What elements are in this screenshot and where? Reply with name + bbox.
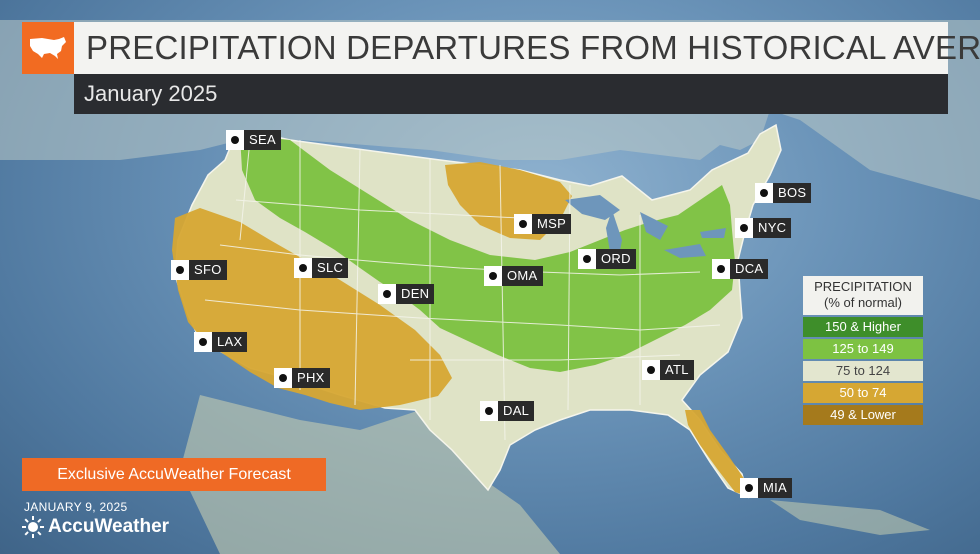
cuba-landmass	[770, 500, 930, 535]
city-label: SLC	[312, 258, 349, 278]
legend-item: 125 to 149	[803, 339, 923, 359]
location-dot-icon	[583, 255, 591, 263]
title-icon-box	[22, 22, 74, 74]
city-marker-mia: MIA	[740, 478, 793, 498]
city-marker-msp: MSP	[514, 214, 572, 234]
location-dot-icon	[299, 264, 307, 272]
legend-item: 75 to 124	[803, 361, 923, 381]
southwest-dry-region	[172, 208, 452, 410]
city-label: ORD	[596, 249, 636, 269]
city-label: ATL	[660, 360, 694, 380]
wet-band-region	[240, 135, 735, 372]
sun-icon	[22, 516, 44, 538]
location-dot-icon	[485, 407, 493, 415]
city-marker-oma: OMA	[484, 266, 543, 286]
city-marker-sfo: SFO	[171, 260, 227, 280]
legend-title-line1: PRECIPITATION	[814, 279, 912, 294]
city-marker-nyc: NYC	[735, 218, 792, 238]
city-label: NYC	[753, 218, 792, 238]
city-label: MSP	[532, 214, 572, 234]
forecast-date: JANUARY 9, 2025	[24, 500, 128, 514]
precipitation-legend: PRECIPITATION (% of normal) 150 & Higher…	[803, 276, 923, 425]
exclusive-forecast-badge: Exclusive AccuWeather Forecast	[22, 458, 326, 491]
location-dot-icon	[231, 136, 239, 144]
legend-item: 150 & Higher	[803, 317, 923, 337]
city-label: BOS	[773, 183, 812, 203]
mexico-landmass	[180, 395, 560, 554]
city-marker-bos: BOS	[755, 183, 812, 203]
city-label: DCA	[730, 259, 769, 279]
location-dot-icon	[489, 272, 497, 280]
city-label: LAX	[212, 332, 248, 352]
city-marker-dal: DAL	[480, 401, 535, 421]
florida-dry-region	[685, 410, 750, 497]
subtitle: January 2025	[84, 81, 218, 106]
location-dot-icon	[740, 224, 748, 232]
subtitle-banner: January 2025	[74, 74, 948, 114]
title-banner: PRECIPITATION DEPARTURES FROM HISTORICAL…	[22, 22, 980, 74]
accuweather-logo: AccuWeather	[22, 516, 169, 538]
location-dot-icon	[383, 290, 391, 298]
city-label: DEN	[396, 284, 435, 304]
legend-item: 50 to 74	[803, 383, 923, 403]
location-dot-icon	[176, 266, 184, 274]
location-dot-icon	[279, 374, 287, 382]
location-dot-icon	[745, 484, 753, 492]
city-marker-ord: ORD	[578, 249, 636, 269]
city-label: OMA	[502, 266, 543, 286]
city-marker-sea: SEA	[226, 130, 281, 150]
usa-map-icon	[30, 37, 66, 59]
city-marker-atl: ATL	[642, 360, 694, 380]
page-title: PRECIPITATION DEPARTURES FROM HISTORICAL…	[86, 29, 980, 66]
legend-title-line2: (% of normal)	[823, 295, 903, 310]
city-label: DAL	[498, 401, 535, 421]
city-label: SEA	[244, 130, 281, 150]
city-label: SFO	[189, 260, 227, 280]
city-marker-dca: DCA	[712, 259, 769, 279]
city-marker-lax: LAX	[194, 332, 248, 352]
legend-title: PRECIPITATION (% of normal)	[803, 276, 923, 315]
location-dot-icon	[519, 220, 527, 228]
legend-item: 49 & Lower	[803, 405, 923, 425]
city-marker-slc: SLC	[294, 258, 349, 278]
location-dot-icon	[760, 189, 768, 197]
city-marker-phx: PHX	[274, 368, 330, 388]
location-dot-icon	[717, 265, 725, 273]
city-label: MIA	[758, 478, 793, 498]
city-marker-den: DEN	[378, 284, 435, 304]
location-dot-icon	[199, 338, 207, 346]
brand-name: AccuWeather	[48, 516, 170, 537]
city-label: PHX	[292, 368, 330, 388]
great-lakes	[565, 195, 726, 262]
location-dot-icon	[647, 366, 655, 374]
